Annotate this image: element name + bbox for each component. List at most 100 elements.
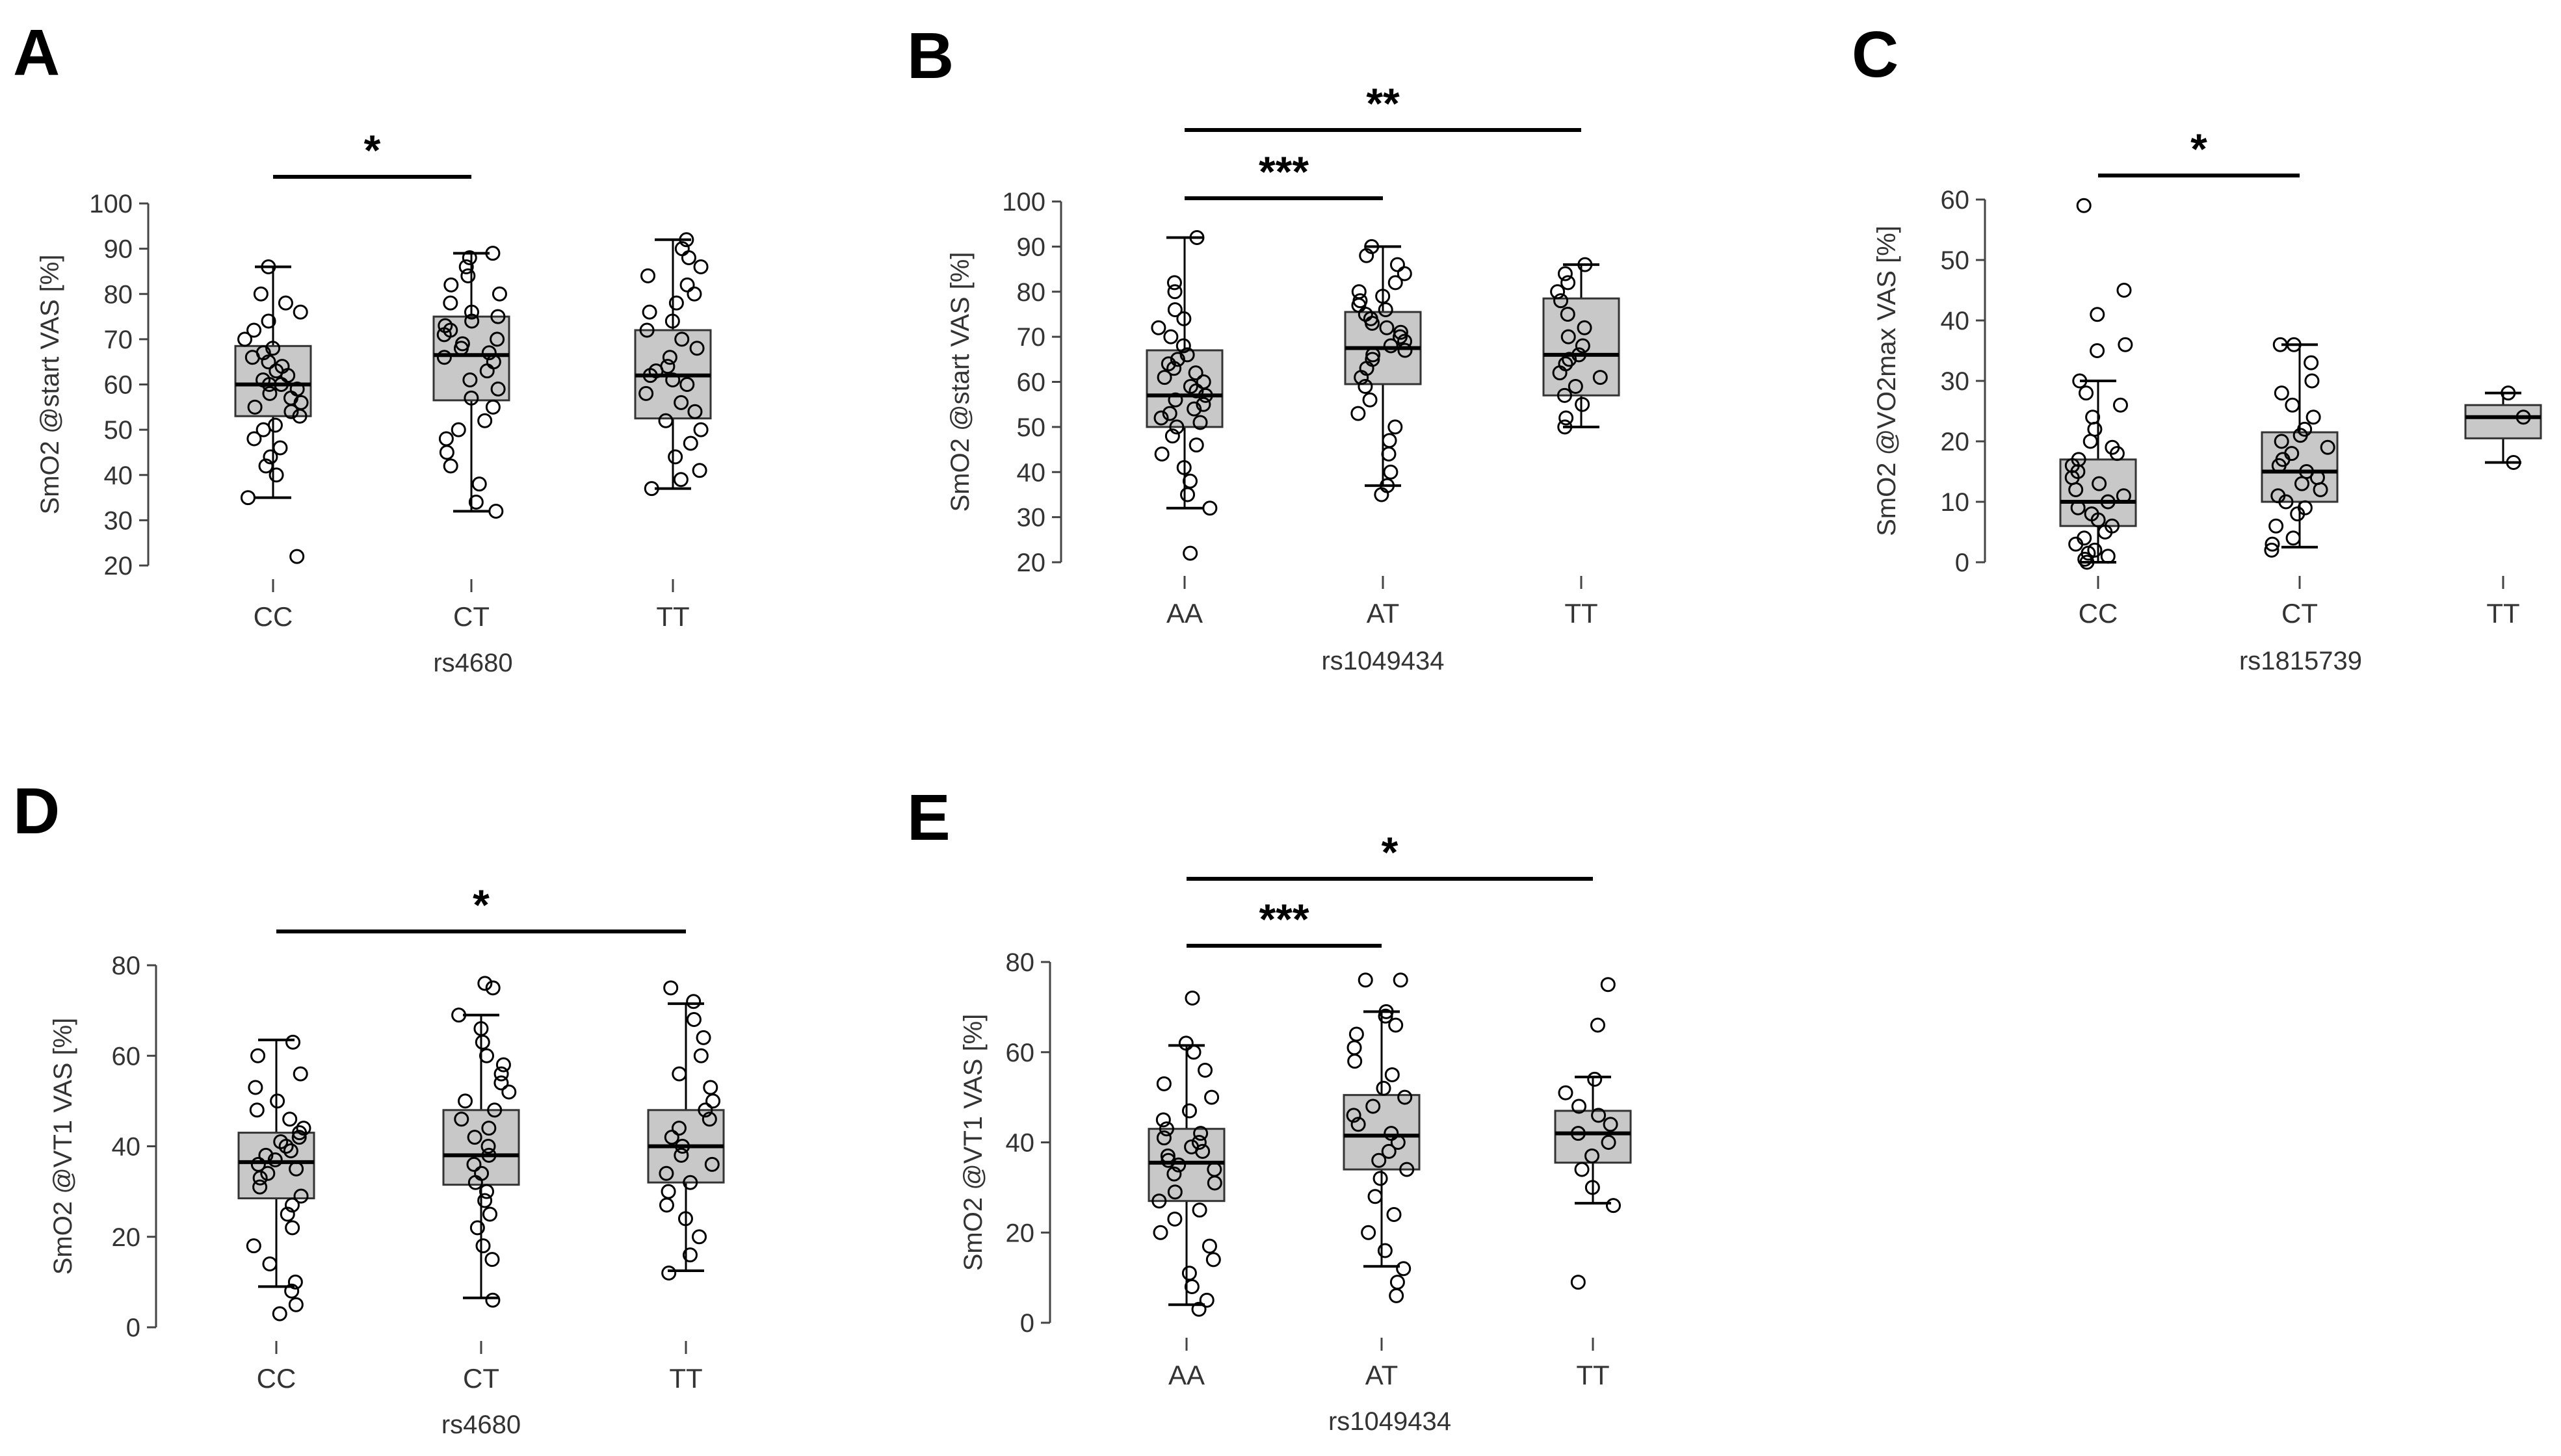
data-point: [2084, 506, 2099, 522]
box-at: [1344, 239, 1422, 502]
significance-label: **: [1366, 79, 1400, 127]
y-axis-title: SmO2 @VT1 VAS [%]: [959, 1014, 988, 1271]
data-point: [683, 436, 698, 451]
x-axis-title: rs1815739: [2239, 647, 2362, 675]
y-tick-label: 0: [1955, 549, 1969, 577]
iqr-box: [1542, 297, 1620, 396]
data-point: [1175, 338, 1191, 354]
significance-label: *: [473, 881, 490, 929]
data-point: [261, 313, 276, 329]
data-point: [1584, 1148, 1600, 1164]
data-point: [269, 467, 284, 483]
data-point: [1562, 352, 1577, 367]
data-point: [1393, 972, 1408, 988]
data-point: [1346, 1040, 1362, 1056]
data-point: [1176, 460, 1192, 475]
box-tt: [647, 980, 725, 1280]
data-point: [1205, 1252, 1221, 1268]
data-point: [1358, 972, 1373, 988]
data-point: [1184, 1279, 1200, 1294]
data-point: [1176, 311, 1192, 326]
data-point: [1163, 329, 1179, 344]
significance-label: *: [364, 126, 381, 174]
data-point: [658, 413, 674, 428]
data-point: [1397, 343, 1413, 358]
data-point: [2116, 283, 2132, 298]
data-point: [1584, 1180, 1600, 1195]
data-point: [1383, 464, 1399, 480]
x-tick-label: TT: [669, 1363, 702, 1394]
y-axis-title: SmO2 @start VAS [%]: [946, 252, 975, 512]
box-cc: [237, 1034, 315, 1321]
data-point: [296, 1121, 311, 1136]
data-point: [1167, 302, 1183, 317]
data-point: [674, 1147, 689, 1163]
data-point: [661, 1265, 677, 1280]
data-point: [1168, 392, 1183, 408]
data-point: [1346, 1108, 1361, 1123]
box-tt: [634, 232, 712, 497]
data-point: [2506, 455, 2521, 471]
data-point: [1557, 419, 1573, 435]
data-point: [2105, 518, 2120, 534]
data-point: [1166, 1166, 1182, 1182]
x-tick-label: TT: [1576, 1360, 1609, 1390]
data-point: [475, 1034, 490, 1050]
data-point: [289, 1161, 304, 1176]
y-axis-title: SmO2 @VO2max VAS [%]: [1872, 226, 1901, 536]
data-point: [443, 458, 458, 474]
data-point: [2286, 337, 2302, 352]
data-point: [683, 1175, 698, 1190]
data-point: [484, 1252, 500, 1268]
data-point: [2309, 470, 2325, 486]
y-tick-label: 30: [104, 506, 133, 535]
box-cc: [234, 259, 312, 564]
data-point: [1191, 1301, 1207, 1317]
data-point: [663, 980, 679, 996]
y-tick-label: 40: [1006, 1129, 1035, 1158]
data-point: [485, 399, 501, 415]
data-point: [285, 1034, 301, 1050]
data-point: [273, 1134, 289, 1150]
data-point: [493, 1075, 509, 1091]
data-point: [702, 1112, 717, 1127]
data-point: [270, 1093, 285, 1109]
data-point: [454, 336, 470, 352]
data-point: [1159, 1121, 1174, 1137]
data-point: [1184, 1139, 1200, 1154]
data-point: [1381, 447, 1397, 462]
data-point: [280, 1206, 295, 1222]
data-point: [289, 381, 305, 396]
data-point: [256, 345, 271, 361]
data-point: [1592, 370, 1608, 385]
data-point: [2090, 307, 2105, 322]
data-point: [2079, 554, 2095, 570]
data-point: [293, 1066, 308, 1082]
data-point: [1186, 1045, 1202, 1060]
data-point: [481, 1147, 497, 1163]
data-point: [1387, 419, 1403, 435]
data-point: [664, 313, 680, 329]
data-point: [1182, 473, 1198, 489]
data-point: [2116, 488, 2131, 504]
box-tt: [2464, 385, 2542, 471]
y-tick-label: 0: [1020, 1309, 1034, 1338]
y-tick-label: 60: [104, 371, 133, 400]
data-point: [288, 1297, 304, 1312]
data-point: [454, 1112, 469, 1127]
data-point: [458, 1093, 473, 1109]
data-point: [1181, 1266, 1197, 1281]
x-axis-title: rs4680: [441, 1410, 521, 1439]
data-point: [466, 1156, 482, 1172]
data-point: [1367, 1189, 1383, 1204]
data-point: [1389, 1275, 1405, 1290]
y-tick-label: 80: [112, 952, 141, 980]
data-point: [291, 1130, 307, 1145]
data-point: [1358, 378, 1373, 394]
data-point: [1393, 324, 1408, 340]
data-point: [2297, 500, 2313, 515]
data-point: [458, 259, 474, 274]
y-tick-label: 20: [1017, 549, 1046, 577]
data-point: [2274, 434, 2289, 449]
data-point: [2100, 549, 2116, 564]
